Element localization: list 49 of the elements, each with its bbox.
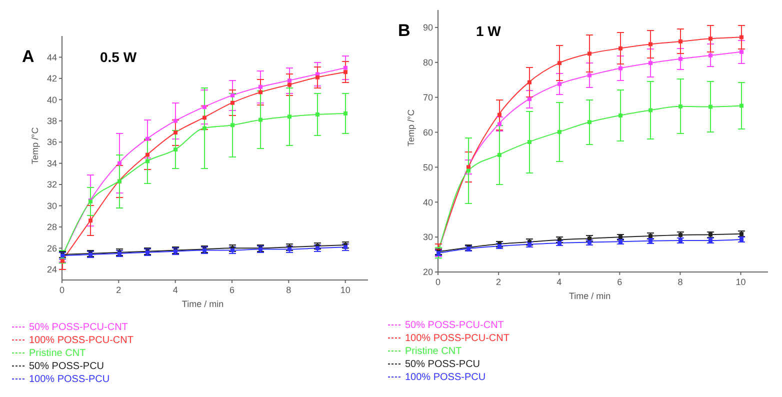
x-tick-label: 4 xyxy=(172,285,178,295)
x-tick-label: 0 xyxy=(435,277,441,287)
x-tick-label: 8 xyxy=(678,277,683,287)
x-tick-label: 0 xyxy=(59,285,65,295)
x-tick-label: 2 xyxy=(496,277,502,287)
y-tick-label: 30 xyxy=(46,200,57,211)
y-tick-label: 80 xyxy=(422,58,433,68)
x-tick-label: 6 xyxy=(229,285,235,295)
y-tick-label: 32 xyxy=(46,180,57,190)
y-tick-label: 24 xyxy=(46,264,57,275)
x-tick-label: 10 xyxy=(736,277,746,287)
legend-label: Pristine CNT xyxy=(29,348,86,359)
text: 0.5 W xyxy=(100,49,138,65)
y-tick-label: 40 xyxy=(422,197,433,208)
text: B xyxy=(398,21,410,40)
legend-label: 50% POSS-PCU-CNT xyxy=(405,320,504,331)
y-tick-label: 28 xyxy=(46,222,57,232)
y-tick-label: 42 xyxy=(46,74,57,84)
x-tick-label: 10 xyxy=(340,285,350,295)
x-axis-title: Time / min xyxy=(568,291,611,301)
y-tick-label: 90 xyxy=(422,22,433,33)
legend-label: 50% POSS-PCU xyxy=(29,361,104,372)
legend-label: 50% POSS-PCU-CNT xyxy=(29,322,128,333)
legend-label: 100% POSS-PCU xyxy=(405,372,486,383)
legend-label: 50% POSS-PCU xyxy=(405,359,480,370)
y-tick-label: 34 xyxy=(46,158,57,168)
y-tick-label: 44 xyxy=(46,52,57,62)
y-tick-label: 50 xyxy=(422,162,433,172)
x-tick-label: 8 xyxy=(286,285,292,295)
legend-label: 100% POSS-PCU-CNT xyxy=(29,335,134,346)
y-tick-label: 70 xyxy=(422,92,433,102)
y-tick-label: 26 xyxy=(46,243,57,254)
y-tick-label: 40 xyxy=(46,94,57,105)
y-tick-label: 20 xyxy=(422,267,433,278)
x-tick-label: 4 xyxy=(556,277,562,287)
text: A xyxy=(22,47,34,66)
y-tick-label: 60 xyxy=(422,127,433,138)
y-axis-title: Temp /°C xyxy=(406,108,416,146)
y-tick-label: 36 xyxy=(46,137,57,148)
x-tick-label: 2 xyxy=(116,285,122,295)
y-axis-title: Temp /°C xyxy=(30,126,40,164)
legend-label: 100% POSS-PCU xyxy=(29,374,110,385)
x-tick-label: 6 xyxy=(617,277,622,287)
legend-label: 100% POSS-PCU-CNT xyxy=(405,333,510,344)
text: 1 W xyxy=(476,23,502,39)
y-tick-label: 30 xyxy=(422,232,433,242)
y-tick-label: 38 xyxy=(46,116,57,126)
legend-label: Pristine CNT xyxy=(405,346,462,357)
x-axis-title: Time / min xyxy=(182,299,224,309)
